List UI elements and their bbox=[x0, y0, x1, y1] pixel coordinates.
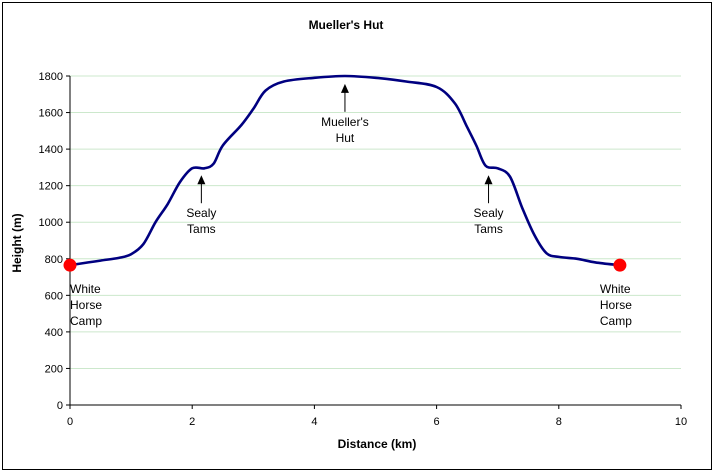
y-tick-label: 200 bbox=[45, 363, 63, 375]
elevation-profile-line bbox=[69, 74, 621, 267]
annotations: Sealy Tams Mueller's Hut Sealy Tams White Horse… bbox=[70, 83, 632, 328]
camp-marker bbox=[63, 258, 77, 272]
x-tick-label: 6 bbox=[434, 416, 440, 428]
y-axis-title: Height (m) bbox=[10, 213, 24, 272]
axes bbox=[69, 76, 681, 406]
y-tick-label: 1400 bbox=[39, 144, 63, 156]
x-tick-label: 4 bbox=[311, 416, 317, 428]
x-axis-title: Distance (km) bbox=[338, 437, 417, 451]
annotation-label: Camp bbox=[70, 314, 102, 328]
y-tick-labels: 0 200 400 600 800 1000 1200 1400 1600 1800 bbox=[39, 71, 70, 412]
x-tick-label: 0 bbox=[67, 416, 73, 428]
y-tick-label: 1600 bbox=[39, 108, 63, 120]
y-tick-label: 1800 bbox=[39, 71, 63, 83]
chart-title: Mueller's Hut bbox=[309, 18, 384, 32]
annotation-label: Tams bbox=[187, 222, 216, 236]
annotation-label: Sealy bbox=[474, 206, 504, 220]
y-tick-label: 1200 bbox=[39, 181, 63, 193]
y-tick-label: 0 bbox=[57, 400, 63, 412]
x-tick-label: 8 bbox=[556, 416, 562, 428]
annotation-label: Camp bbox=[600, 314, 632, 328]
annotation-label: Sealy bbox=[186, 206, 216, 220]
annotation-label: Tams bbox=[474, 222, 503, 236]
chart-frame: Mueller's Hut 0 200 400 600 800 1000 1200 1400 1… bbox=[2, 2, 712, 470]
annotation-label: Hut bbox=[336, 131, 355, 145]
camp-marker bbox=[613, 258, 627, 272]
gridlines bbox=[70, 75, 681, 369]
y-tick-label: 800 bbox=[45, 254, 63, 266]
x-tick-label: 10 bbox=[675, 416, 687, 428]
x-tick-label: 2 bbox=[189, 416, 195, 428]
annotation-label: White bbox=[70, 282, 101, 296]
annotation-label: White bbox=[600, 282, 631, 296]
y-tick-label: 400 bbox=[45, 327, 63, 339]
y-tick-label: 1000 bbox=[39, 217, 63, 229]
elevation-chart: Mueller's Hut 0 200 400 600 800 1000 1200 1400 1… bbox=[10, 18, 687, 451]
annotation-arrow-head bbox=[197, 175, 206, 185]
annotation-label: Horse bbox=[70, 298, 102, 312]
x-tick-labels: 0 2 4 6 8 10 bbox=[67, 405, 687, 428]
endpoint-markers bbox=[63, 258, 627, 272]
annotation-label: Horse bbox=[600, 298, 632, 312]
annotation-label: Mueller's bbox=[321, 115, 369, 129]
annotation-arrow-head bbox=[340, 83, 349, 93]
y-tick-label: 600 bbox=[45, 290, 63, 302]
annotation-arrow-head bbox=[484, 175, 493, 185]
